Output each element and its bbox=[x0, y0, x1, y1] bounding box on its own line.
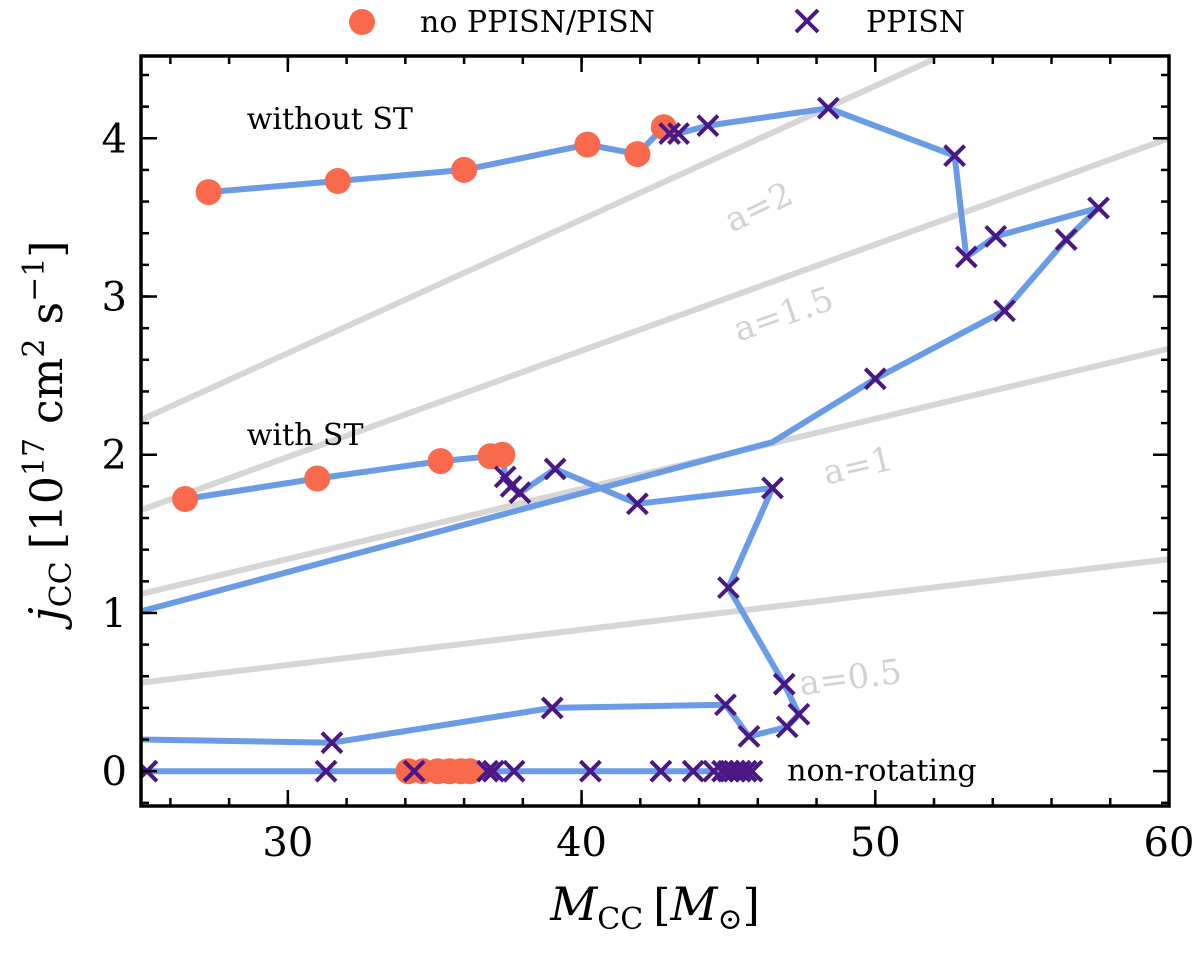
x-tick-label: 40 bbox=[556, 820, 607, 866]
legend: no PPISN/PISN PPISN bbox=[349, 5, 965, 40]
marker-circle-2-8 bbox=[457, 758, 483, 785]
marker-cross-0-6 bbox=[658, 122, 682, 145]
y-axis-label-unit-exponent: 17 bbox=[17, 438, 52, 476]
reference-curve-label-3: a=2 bbox=[718, 174, 799, 241]
marker-cross-1-18 bbox=[320, 731, 344, 755]
series-line-0 bbox=[141, 105, 1102, 615]
x-axis-label-subscript: CC bbox=[597, 902, 643, 937]
marker-circle-0-0 bbox=[195, 179, 222, 206]
y-tick-label: 1 bbox=[102, 591, 127, 637]
marker-cross-2-14 bbox=[681, 759, 705, 783]
annotations: without ST with ST non-rotating bbox=[247, 102, 977, 789]
y-tick-label: 2 bbox=[102, 433, 127, 479]
y-axis-label-bracket-close: ] bbox=[22, 241, 73, 258]
marker-cross-1-10 bbox=[761, 476, 784, 500]
marker-cross-0-9 bbox=[816, 96, 840, 120]
marker-cross-2-3 bbox=[402, 759, 426, 783]
reference-curve-label-1: a=1 bbox=[819, 439, 897, 494]
reference-curve-3 bbox=[141, 56, 936, 423]
marker-cross-2-10 bbox=[482, 759, 505, 783]
y-axis-label: jCC [1017 cm2 s−1] bbox=[17, 241, 79, 631]
y-tick-label: 0 bbox=[102, 749, 127, 795]
legend-label-no-ppisn: no PPISN/PISN bbox=[420, 5, 655, 40]
reference-curves bbox=[141, 56, 1169, 686]
legend-circle-marker bbox=[349, 9, 375, 35]
x-axis-label-symbol: M bbox=[549, 877, 599, 931]
marker-cross-0-12 bbox=[984, 224, 1008, 248]
series-markers bbox=[141, 96, 1110, 785]
marker-cross-2-11 bbox=[502, 759, 526, 783]
y-axis-label-unit-cm: cm bbox=[22, 358, 73, 438]
marker-cross-0-14 bbox=[1054, 228, 1078, 251]
marker-cross-0-7 bbox=[667, 122, 690, 145]
annotation-2: non-rotating bbox=[787, 754, 976, 789]
marker-cross-1-11 bbox=[717, 576, 740, 600]
x-tick-label: 30 bbox=[262, 820, 313, 866]
marker-cross-1-12 bbox=[772, 672, 796, 696]
x-tick-label: 50 bbox=[850, 820, 901, 866]
reference-curve-labels: a=0.5a=1a=1.5a=2 bbox=[718, 174, 903, 704]
legend-label-ppisn: PPISN bbox=[866, 5, 965, 40]
reference-curve-label-0: a=0.5 bbox=[797, 652, 904, 704]
annotation-0: without ST bbox=[247, 102, 413, 137]
legend-cross-marker bbox=[794, 8, 820, 34]
marker-cross-1-17 bbox=[540, 696, 564, 720]
x-axis-label: MCC [M⊙] bbox=[549, 877, 760, 937]
series-line-1 bbox=[141, 451, 802, 746]
x-axis-label-unit-subscript: ⊙ bbox=[718, 902, 743, 937]
marker-cross-2-12 bbox=[578, 759, 602, 783]
marker-cross-2-13 bbox=[649, 759, 673, 783]
x-axis-label-unit: M bbox=[669, 877, 719, 931]
marker-cross-2-1 bbox=[314, 759, 338, 783]
marker-circle-0-4 bbox=[624, 141, 651, 168]
marker-circle-0-3 bbox=[574, 131, 601, 158]
y-axis-label-unit: [10 bbox=[22, 476, 73, 549]
marker-cross-0-16 bbox=[863, 367, 887, 391]
y-tick-label: 4 bbox=[102, 116, 127, 162]
marker-circle-1-1 bbox=[304, 465, 331, 492]
marker-cross-1-9 bbox=[625, 492, 649, 516]
marker-cross-2-20 bbox=[734, 759, 758, 783]
marker-cross-1-15 bbox=[737, 724, 761, 748]
y-axis-label-unit-exponent-2: 2 bbox=[17, 339, 52, 358]
marker-cross-0-8 bbox=[696, 114, 720, 138]
y-axis-label-subscript: CC bbox=[44, 561, 79, 607]
x-axis-label-bracket-close: ] bbox=[743, 880, 760, 931]
marker-circle-1-4 bbox=[489, 441, 516, 468]
y-axis-label-unit-exponent-3: −1 bbox=[17, 258, 52, 302]
marker-cross-1-7 bbox=[508, 481, 532, 505]
marker-circle-1-0 bbox=[172, 486, 199, 512]
marker-cross-2-9 bbox=[476, 759, 499, 783]
tick-labels: 30 40 50 60 0 1 2 3 4 bbox=[102, 116, 1195, 866]
marker-circle-1-2 bbox=[427, 448, 454, 475]
marker-cross-0-11 bbox=[954, 245, 978, 269]
marker-cross-1-8 bbox=[543, 457, 567, 481]
marker-circle-0-2 bbox=[451, 156, 478, 183]
marker-cross-1-14 bbox=[775, 715, 799, 739]
plot-frame bbox=[139, 54, 1171, 808]
marker-cross-0-10 bbox=[943, 144, 967, 168]
marker-cross-1-16 bbox=[714, 693, 737, 717]
marker-cross-2-21 bbox=[740, 759, 764, 783]
y-axis-label-symbol: j bbox=[19, 607, 73, 630]
marker-cross-0-15 bbox=[993, 299, 1016, 323]
marker-cross-0-13 bbox=[1087, 196, 1110, 220]
x-tick-label: 60 bbox=[1144, 820, 1195, 866]
marker-circle-0-1 bbox=[324, 168, 351, 194]
annotation-1: with ST bbox=[247, 418, 364, 453]
x-axis-label-bracket-open: [ bbox=[653, 880, 670, 931]
reference-curve-0 bbox=[141, 556, 1169, 686]
y-axis-label-unit-s: s bbox=[22, 302, 73, 339]
reference-curve-2 bbox=[141, 135, 1169, 513]
y-tick-label: 3 bbox=[102, 275, 127, 321]
